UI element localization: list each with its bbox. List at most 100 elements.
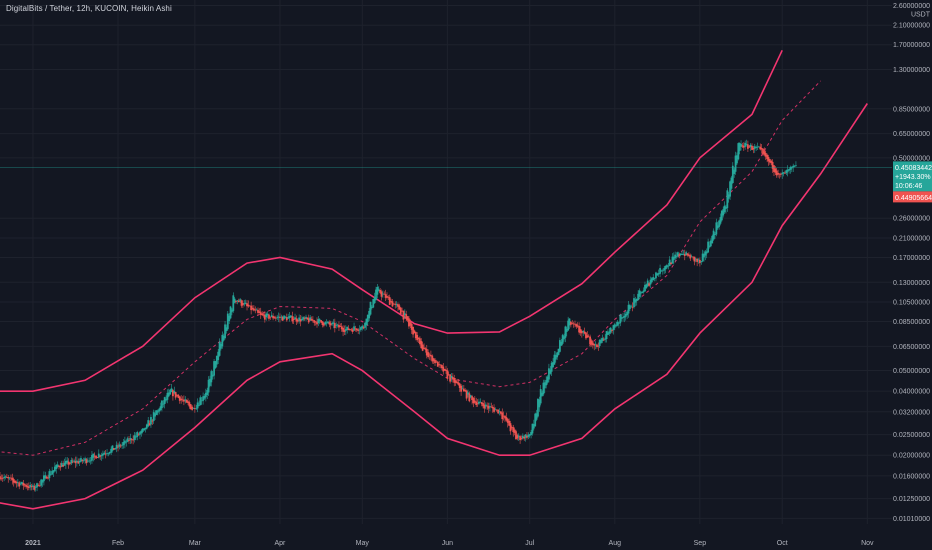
x-tick-label: Sep xyxy=(694,540,707,547)
candle-body xyxy=(237,300,240,303)
candle-body xyxy=(432,358,435,362)
candle-body xyxy=(546,376,549,383)
candle-up xyxy=(364,321,366,331)
candle-up xyxy=(184,396,187,404)
candle-body xyxy=(172,390,174,397)
candle-body xyxy=(103,452,106,455)
candle-body xyxy=(516,435,519,439)
candle-down xyxy=(291,311,294,324)
candle-down xyxy=(449,374,452,384)
candle-down xyxy=(23,483,26,488)
candle-body xyxy=(265,313,268,318)
candle-up xyxy=(709,238,712,248)
candle-down xyxy=(698,257,701,267)
candle-body xyxy=(364,322,366,328)
candle-body xyxy=(521,435,524,439)
candle-down xyxy=(456,378,458,384)
candle-down xyxy=(0,472,1,481)
candle-body xyxy=(439,364,442,366)
candle-body xyxy=(49,474,52,476)
candle-down xyxy=(519,435,522,444)
candle-up xyxy=(228,313,231,325)
candle-down xyxy=(741,142,744,149)
candle-body xyxy=(462,388,465,392)
candle-up xyxy=(749,143,752,152)
candle-up xyxy=(738,142,741,155)
candle-body xyxy=(576,325,579,327)
candle-body xyxy=(274,317,277,319)
candle-body xyxy=(789,166,792,170)
candle-down xyxy=(689,253,692,261)
candle-body xyxy=(169,389,172,395)
candle-body xyxy=(775,170,778,176)
candle-body xyxy=(307,318,310,323)
candle-down xyxy=(526,432,528,440)
y-tick-label: 0.10500000 xyxy=(893,300,930,307)
candle-body xyxy=(309,317,312,321)
candle-up xyxy=(672,252,675,265)
candle-body xyxy=(251,307,254,310)
candle-body xyxy=(600,339,602,343)
candle-up xyxy=(703,250,705,262)
candle-up xyxy=(656,272,659,276)
candle-body xyxy=(423,347,425,349)
candle-up xyxy=(220,341,222,351)
candle-down xyxy=(273,315,276,319)
candle-up xyxy=(301,315,303,322)
candle-body xyxy=(180,398,183,401)
candle-down xyxy=(766,153,769,163)
candle-down xyxy=(443,368,446,372)
candle-down xyxy=(574,320,576,328)
candle-body xyxy=(757,146,760,148)
candle-down xyxy=(113,448,115,450)
candle-down xyxy=(742,142,745,151)
candle-down xyxy=(322,322,325,328)
candle-down xyxy=(602,336,605,341)
candle-down xyxy=(583,327,586,335)
candle-body xyxy=(165,399,167,401)
candle-body xyxy=(698,259,701,264)
candle-down xyxy=(310,316,313,321)
candle-body xyxy=(434,359,436,364)
candle-body xyxy=(478,401,480,404)
candle-body xyxy=(493,407,495,412)
candle-body xyxy=(333,323,336,329)
candle-body xyxy=(369,301,372,315)
y-tick-label: 0.50000000 xyxy=(893,155,930,162)
x-tick-label: Feb xyxy=(112,540,124,547)
candle-up xyxy=(155,409,158,416)
candle-body xyxy=(99,455,102,457)
candle-down xyxy=(571,320,574,325)
candle-down xyxy=(77,458,80,465)
candle-up xyxy=(365,318,368,330)
candle-down xyxy=(576,322,579,328)
candle-down xyxy=(572,321,575,328)
candle-up xyxy=(478,398,480,406)
candle-body xyxy=(537,398,539,417)
x-tick-label: Aug xyxy=(609,540,622,547)
candle-body xyxy=(226,313,229,330)
candle-body xyxy=(726,190,729,208)
candle-up xyxy=(729,180,731,200)
candle-down xyxy=(391,298,394,308)
candle-up xyxy=(663,266,666,274)
candle-up xyxy=(125,439,128,447)
candle-up xyxy=(122,439,125,449)
candle-down xyxy=(678,252,681,259)
candle-body xyxy=(362,327,365,329)
candle-body xyxy=(353,326,355,331)
candle-body xyxy=(231,309,233,313)
candle-body xyxy=(773,165,775,172)
candle-up xyxy=(644,281,646,292)
candle-down xyxy=(37,483,40,487)
candle-body xyxy=(67,461,70,465)
candle-body xyxy=(214,361,217,369)
candle-body xyxy=(476,403,479,405)
candle-down xyxy=(767,154,770,166)
candle-body xyxy=(56,464,59,467)
candle-down xyxy=(191,405,194,411)
candle-body xyxy=(220,344,222,349)
candle-body xyxy=(398,305,401,310)
candle-body xyxy=(255,309,258,311)
